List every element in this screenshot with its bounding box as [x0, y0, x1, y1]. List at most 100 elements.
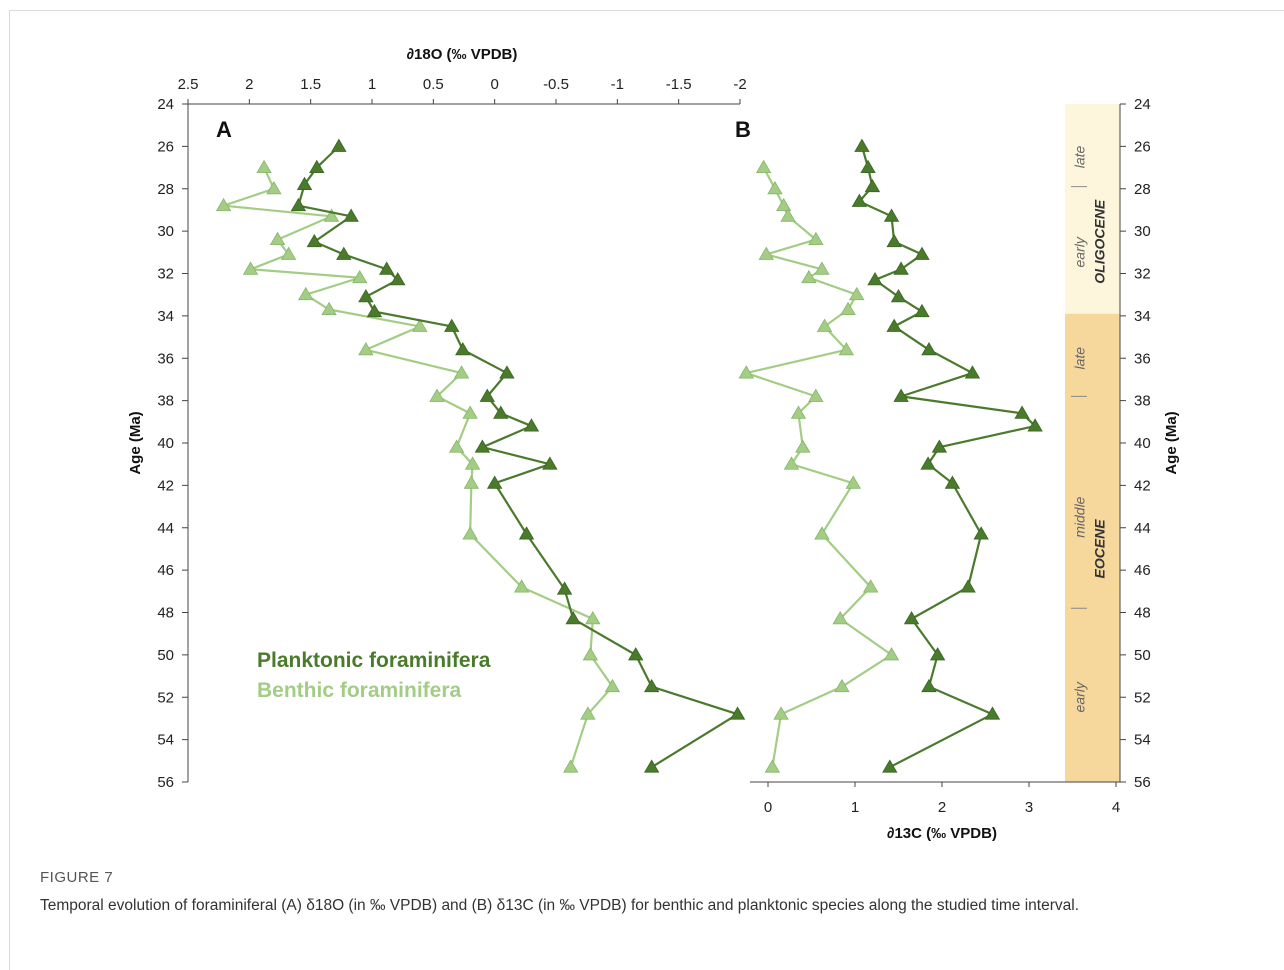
x-tick-label-top: 2 — [245, 76, 253, 93]
panel-a-data-point — [298, 286, 314, 301]
panel-b-data-point — [773, 706, 789, 720]
panel-a-data-point — [309, 159, 325, 174]
y-tick-label-left: 46 — [157, 562, 174, 579]
panel-b-data-point — [921, 341, 937, 356]
y-tick-label-left: 40 — [157, 435, 174, 452]
panel-a-data-point — [358, 289, 374, 303]
y-tick-label-left: 56 — [157, 774, 174, 791]
y-tick-label-left: 30 — [157, 223, 174, 240]
panel-b-data-point — [914, 303, 930, 318]
x-tick-label-bottom: 2 — [938, 799, 946, 816]
panel-b-data-point — [840, 301, 856, 315]
legend-planktonic: Planktonic foraminifera — [257, 649, 491, 672]
panel-a-data-point — [462, 526, 478, 540]
y-tick-label-right: 46 — [1134, 562, 1151, 579]
x-axis-title-top: ∂18O (‰ VPDB) — [407, 46, 518, 63]
panel-b-data-point — [738, 365, 754, 379]
panel-a-data-point — [390, 272, 406, 286]
panel-b-data-point — [801, 269, 817, 284]
panel-b-data-point — [783, 456, 800, 470]
panel-b-data-point — [755, 159, 772, 174]
figure-label: FIGURE 7 — [40, 869, 114, 886]
y-tick-label-left: 28 — [157, 181, 174, 198]
panel-b-data-point — [845, 475, 861, 489]
panel-a-data-point — [518, 526, 535, 540]
panel-b-data-point — [849, 286, 865, 301]
panel-a-data-point — [729, 706, 746, 720]
panel-b-data-point — [775, 197, 792, 212]
y-tick-label-left: 38 — [157, 393, 174, 410]
y-tick-label-left: 48 — [157, 605, 174, 622]
panel-b-data-point — [814, 261, 830, 275]
panel-b-data-point — [767, 180, 783, 195]
panel-b-data-point — [893, 261, 909, 275]
y-tick-label-left: 44 — [157, 520, 174, 537]
x-tick-label-top: 0 — [490, 76, 498, 93]
substage-label: early — [1072, 681, 1088, 712]
panel-b-data-point — [838, 341, 854, 356]
panel-a-data-point — [455, 341, 471, 356]
panel-a-data-point — [306, 233, 323, 248]
substage-label: late — [1072, 347, 1088, 370]
x-tick-label-bottom: 3 — [1025, 799, 1033, 816]
panel-b-data-point — [808, 231, 824, 246]
panel-b-data-point — [886, 233, 902, 248]
panel-a-data-point — [464, 456, 481, 470]
panel-b-data-point — [903, 611, 920, 625]
epoch-label-eocene: EOCENE — [1092, 519, 1108, 579]
y-tick-label-right: 54 — [1134, 732, 1151, 749]
panel-a-data-point — [563, 759, 579, 773]
x-tick-label-top: 0.5 — [423, 76, 444, 93]
y-tick-label-left: 32 — [157, 266, 174, 283]
panel-b-data-point — [851, 193, 868, 207]
y-axis-title-right: Age (Ma) — [1163, 411, 1180, 474]
panel-b-data-point — [893, 388, 909, 402]
panel-b-data-point — [814, 526, 830, 540]
legend-benthic: Benthic foraminifera — [257, 679, 462, 702]
panel-b-data-point — [883, 208, 900, 222]
panel-b-data-point — [890, 289, 907, 303]
panel-b-data-point — [914, 246, 930, 260]
substage-label: early — [1072, 236, 1088, 267]
panel-a-data-point — [542, 456, 558, 470]
panel-a-data-point — [290, 197, 307, 212]
panel-a-data-point — [412, 318, 428, 332]
x-tick-label-top: -1.5 — [666, 76, 692, 93]
panel-b-data-point — [882, 759, 898, 773]
panel-a-data-point — [580, 706, 596, 720]
y-tick-label-right: 34 — [1134, 308, 1151, 325]
panel-b-data-point — [867, 272, 883, 286]
y-tick-label-left: 42 — [157, 477, 174, 494]
panel-b-data-point — [790, 405, 807, 419]
panel-a-data-point — [556, 581, 573, 595]
panel-a-data-point — [358, 341, 374, 356]
panel-a-data-point — [585, 611, 601, 625]
panel-label-a: A — [216, 117, 232, 142]
panel-a-data-point — [474, 439, 491, 453]
panel-b-data-point — [864, 178, 881, 193]
chart-svg: lateearlylatemiddleearlyOLIGOCENEEOCENE2… — [127, 46, 1180, 842]
panel-a-data-point — [582, 647, 599, 661]
y-tick-label-right: 26 — [1134, 138, 1151, 155]
y-tick-label-right: 28 — [1134, 181, 1151, 198]
panel-b-data-point — [808, 388, 824, 402]
y-axis-title-left: Age (Ma) — [127, 411, 144, 474]
panel-a-data-point — [643, 759, 660, 773]
panel-b-data-point — [886, 318, 902, 332]
panel-b-data-point — [920, 456, 936, 470]
y-tick-label-right: 42 — [1134, 477, 1151, 494]
x-tick-label-top: -0.5 — [543, 76, 569, 93]
panel-a-data-point — [379, 261, 395, 275]
panel-a-data-point — [628, 647, 644, 661]
panel-a-data-point — [331, 138, 347, 152]
x-tick-label-top: -2 — [733, 76, 746, 93]
y-tick-label-right: 48 — [1134, 605, 1151, 622]
panel-a-data-point — [336, 246, 352, 260]
panel-b-data-point — [1027, 418, 1043, 432]
epoch-label-oligocene: OLIGOCENE — [1092, 199, 1108, 284]
panel-b-data-point — [834, 678, 850, 693]
panel-a-data-point — [269, 231, 286, 246]
x-tick-label-bottom: 4 — [1112, 799, 1120, 816]
panel-a-data-point — [321, 301, 337, 315]
panel-a-data-point — [444, 318, 460, 332]
